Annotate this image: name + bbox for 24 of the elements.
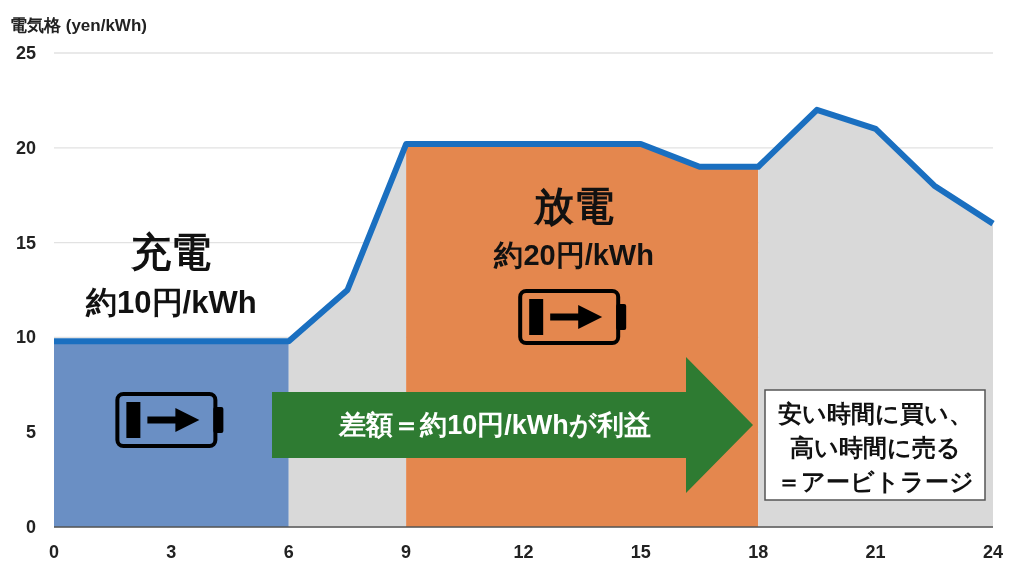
y-tick-label: 20 bbox=[15, 137, 36, 158]
x-tick-label: 12 bbox=[513, 542, 534, 562]
x-tick-label: 15 bbox=[630, 542, 651, 562]
annotation: 高い時間に売る bbox=[789, 434, 961, 461]
band-label: 放電 bbox=[533, 184, 615, 228]
x-tick-label: 6 bbox=[283, 542, 294, 562]
x-tick-label: 24 bbox=[982, 542, 1004, 562]
x-tick-label: 21 bbox=[865, 542, 886, 562]
annotation: 約10円/kWh bbox=[85, 285, 257, 320]
annotation: 約20円/kWh bbox=[493, 239, 654, 271]
y-tick-label: 10 bbox=[15, 327, 36, 348]
x-tick-label: 9 bbox=[401, 542, 412, 562]
band-label: 充電 bbox=[130, 230, 212, 274]
x-tick-label: 0 bbox=[48, 542, 60, 562]
y-tick-label: 0 bbox=[25, 517, 36, 537]
y-tick-label: 25 bbox=[15, 43, 36, 63]
x-tick-label: 3 bbox=[166, 542, 177, 562]
y-tick-label: 5 bbox=[25, 422, 36, 443]
y-tick-label: 15 bbox=[15, 232, 36, 253]
x-tick-label: 18 bbox=[748, 542, 769, 562]
annotation: 差額＝約10円/kWhが利益 bbox=[338, 410, 651, 440]
annotation: ＝アービトラージ bbox=[776, 468, 974, 495]
annotation: 安い時間に買い、 bbox=[777, 400, 973, 427]
y-axis-title: 電気格 (yen/kWh) bbox=[10, 16, 147, 35]
